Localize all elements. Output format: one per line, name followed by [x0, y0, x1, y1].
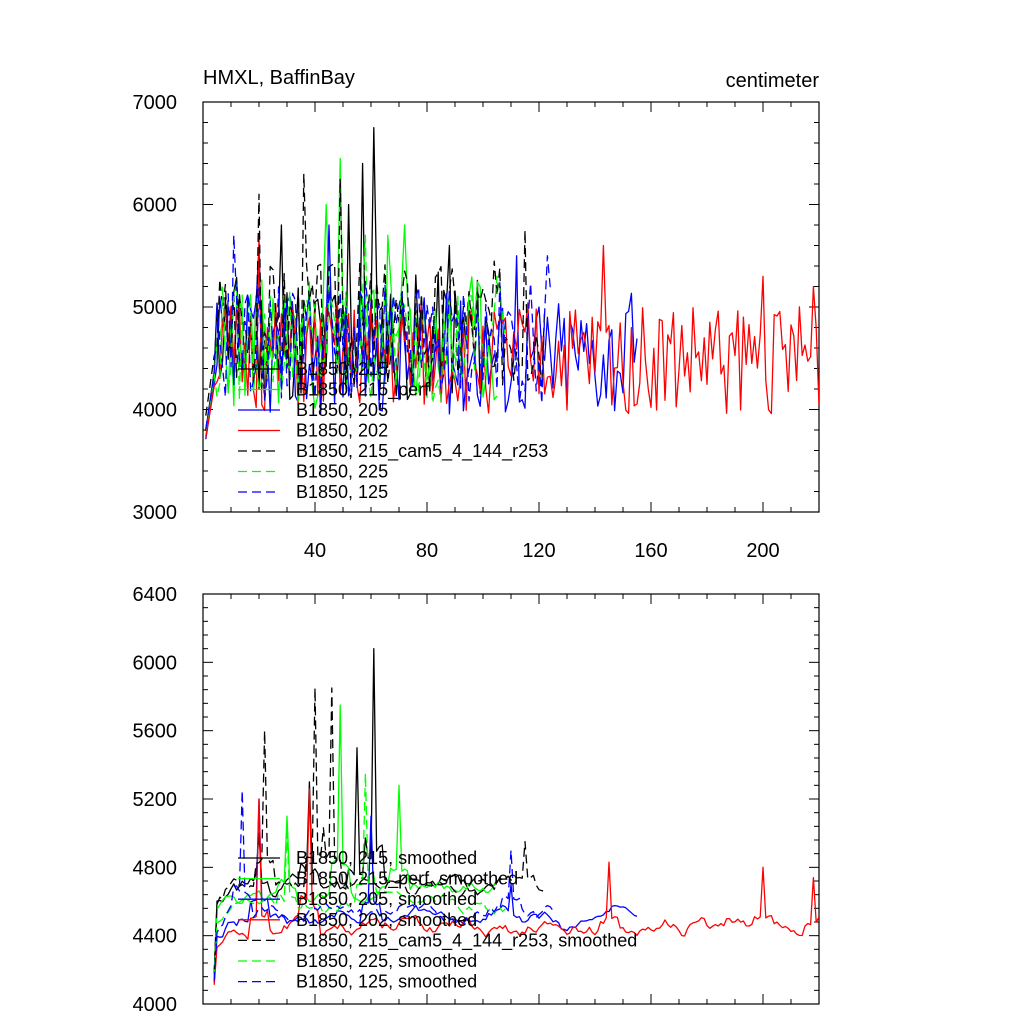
x-tick-label: 200: [746, 540, 779, 562]
series-line-6: [213, 772, 506, 979]
legend-label: B1850, 215_cam5_4_144_r253: [296, 441, 548, 462]
legend-label: B1850, 225: [296, 462, 388, 482]
legend-label: B1850, 215_perf, smoothed: [296, 869, 518, 890]
legend-label: B1850, 225, smoothed: [296, 951, 477, 971]
legend-label: B1850, 205, smoothed: [296, 889, 477, 909]
units-label: centimeter: [726, 70, 820, 92]
y-tick-label: 7000: [133, 92, 178, 114]
top-panel: 3000 4000 5000 6000 7000 40 80 120 160 200 B1850, …: [133, 92, 820, 562]
legend-label: B1850, 202: [296, 421, 388, 441]
y-tick-label: 4800: [133, 857, 178, 879]
x-tick-label: 160: [634, 540, 667, 562]
series-group: [213, 648, 819, 985]
bottom-panel: 4000 4400 4800 5200 5600 6000 6400 B1850, 215, …: [133, 584, 820, 1016]
y-tick-label: 6000: [133, 195, 178, 217]
legend-label: B1850, 215_perf: [296, 380, 430, 401]
y-tick-label: 5200: [133, 789, 178, 811]
series-line-3: [205, 224, 638, 440]
x-tick-label: 80: [416, 540, 438, 562]
legend-label: B1850, 215, smoothed: [296, 848, 477, 868]
series-line-3: [213, 798, 638, 983]
x-tick-label: 40: [304, 540, 326, 562]
y-tick-label: 3000: [133, 502, 178, 524]
y-tick-label: 4400: [133, 926, 178, 948]
y-tick-label: 4000: [133, 400, 178, 422]
legend-label: B1850, 125, smoothed: [296, 972, 477, 992]
legend-label: B1850, 202, smoothed: [296, 910, 477, 930]
chart-title: HMXL, BaffinBay: [203, 67, 355, 89]
y-tick-label: 4000: [133, 994, 178, 1016]
y-tick-label: 5600: [133, 721, 178, 743]
y-tick-label: 5000: [133, 297, 178, 319]
series-line-5: [213, 687, 545, 975]
series-line-7: [213, 789, 554, 981]
legend-label: B1850, 125: [296, 482, 388, 502]
legend-label: B1850, 215_cam5_4_144_r253, smoothed: [296, 930, 637, 951]
series-line-4: [205, 234, 819, 438]
y-tick-label: 6400: [133, 584, 178, 606]
legend-label: B1850, 205: [296, 400, 388, 420]
legend-label: B1850, 215: [296, 359, 388, 379]
series-group: [205, 126, 819, 440]
series-line-7: [205, 234, 554, 430]
y-tick-label: 6000: [133, 652, 178, 674]
x-tick-label: 120: [522, 540, 555, 562]
